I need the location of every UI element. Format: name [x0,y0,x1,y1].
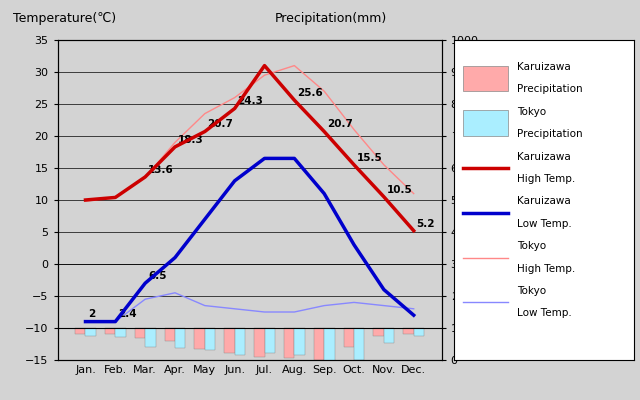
Text: 20.7: 20.7 [327,119,353,129]
Bar [195,328,205,349]
Bar [115,328,126,337]
Text: 18.3: 18.3 [178,135,204,145]
Text: 20.7: 20.7 [207,119,234,129]
Text: 15.5: 15.5 [357,153,383,163]
Bar [86,328,96,336]
Text: Temperature(℃): Temperature(℃) [13,12,116,25]
Text: 6.5: 6.5 [148,271,166,281]
Bar [413,328,424,336]
Text: Low Temp.: Low Temp. [517,219,572,229]
Text: Low Temp.: Low Temp. [517,308,572,318]
Text: Precipitation: Precipitation [517,129,583,139]
Bar [254,328,264,357]
Text: 2: 2 [88,310,95,320]
Text: 13.6: 13.6 [148,165,173,175]
Bar [205,328,215,350]
Text: 5.2: 5.2 [417,218,435,228]
FancyBboxPatch shape [463,110,508,136]
Text: 10.5: 10.5 [387,185,412,195]
Bar [403,328,413,334]
Bar [384,328,394,343]
Bar [354,328,364,360]
Text: Karuizawa: Karuizawa [517,196,571,206]
Bar [324,328,335,362]
Bar [145,328,156,347]
Text: Tokyo: Tokyo [517,241,547,251]
Text: High Temp.: High Temp. [517,174,575,184]
Bar [294,328,305,355]
Text: High Temp.: High Temp. [517,264,575,274]
Bar [224,328,235,353]
Text: 24.3: 24.3 [237,96,263,106]
Bar [164,328,175,341]
Bar [175,328,186,348]
FancyBboxPatch shape [463,66,508,91]
Bar [284,328,294,358]
Bar [105,328,115,334]
Bar [235,328,245,355]
Text: Tokyo: Tokyo [517,107,547,117]
Text: 2.4: 2.4 [118,310,137,320]
Text: Karuizawa: Karuizawa [517,62,571,72]
Bar [344,328,354,347]
Text: Karuizawa: Karuizawa [517,152,571,162]
Text: Precipitation(mm): Precipitation(mm) [275,12,387,25]
Bar [264,328,275,353]
Bar [135,328,145,338]
Text: Tokyo: Tokyo [517,286,547,296]
Bar [314,328,324,360]
Text: 25.6: 25.6 [297,88,323,98]
Bar [373,328,384,336]
Bar [75,328,86,334]
Text: Precipitation: Precipitation [517,84,583,94]
